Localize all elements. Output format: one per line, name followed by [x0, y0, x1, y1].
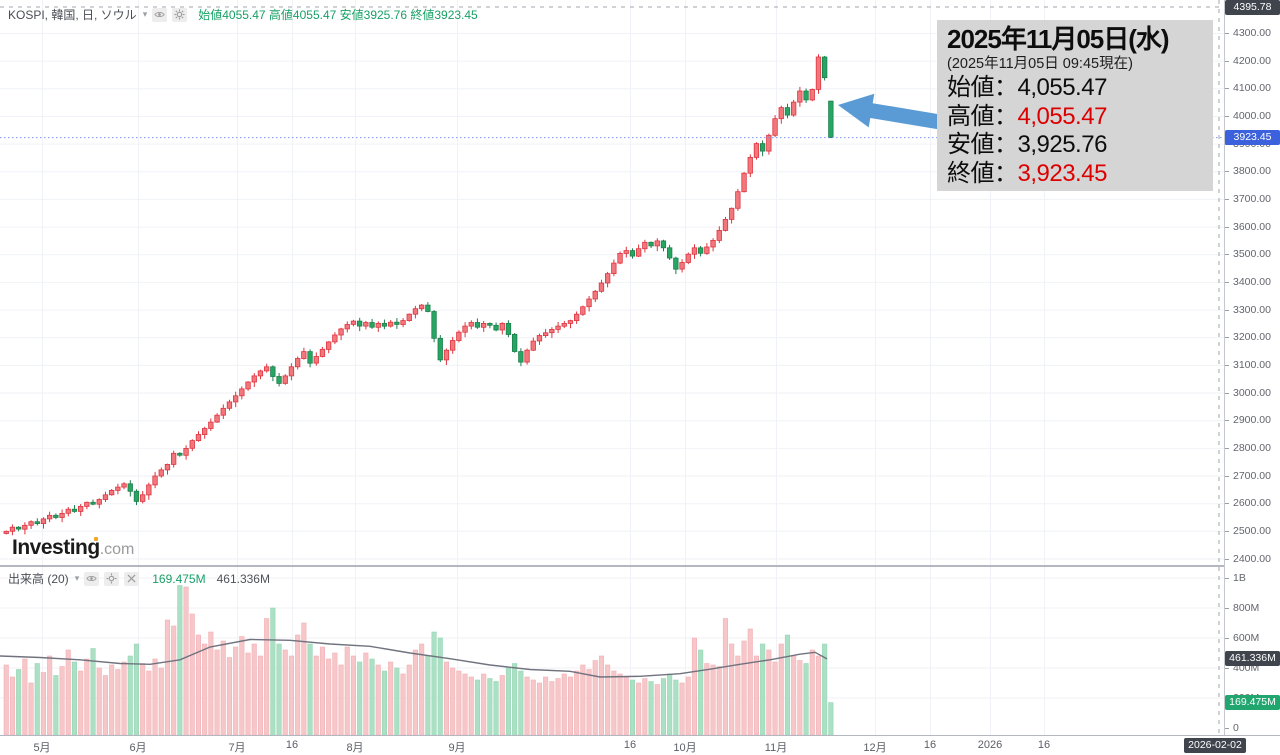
- time-axis-label: 6月: [129, 742, 147, 754]
- volume-legend: 出来高 (20) ▾ 169.475M 461.336M: [8, 570, 270, 587]
- eye-icon[interactable]: [152, 7, 168, 22]
- pane-divider[interactable]: [0, 565, 1280, 567]
- axis-tick-label: 3300.00: [1233, 303, 1271, 316]
- time-axis-label: 7月: [228, 742, 246, 754]
- annotation-ohlc-rows: 始値：4,055.47 高値：4,055.47 安値：3,925.76 終値：3,92…: [947, 74, 1203, 188]
- axis-tick-label: 0: [1233, 721, 1239, 734]
- axis-tick-label: 3700.00: [1233, 192, 1271, 205]
- time-axis-label: 11月: [764, 742, 788, 754]
- axis-tick: [1225, 171, 1229, 173]
- axis-tick: [1225, 530, 1229, 532]
- axis-tick: [1225, 33, 1229, 34]
- axis-tick: [1225, 364, 1229, 366]
- axis-tick-label: 3500.00: [1233, 248, 1271, 261]
- axis-tick: [1225, 226, 1229, 228]
- axis-tick-label: 4200.00: [1233, 54, 1271, 67]
- ohlc-values: 始値4055.47 高値4055.47 安値3925.76 終値3923.45: [198, 8, 478, 22]
- axis-tick-label: 4300.00: [1233, 27, 1271, 39]
- axis-tick: [1225, 667, 1229, 669]
- settings-icon[interactable]: [172, 7, 188, 22]
- investing-logo: Investing .com: [12, 536, 135, 559]
- investing-logo-text: Investing: [12, 536, 100, 559]
- axis-tick-label: 2700.00: [1233, 469, 1271, 482]
- time-axis-label: 10月: [673, 742, 697, 754]
- volume-ma-badge: 461.336M: [1225, 651, 1280, 667]
- chevron-down-icon[interactable]: ▾: [74, 573, 80, 583]
- time-axis-label: 16: [623, 739, 637, 751]
- axis-tick-label: 800M: [1233, 601, 1260, 614]
- price-axis[interactable]: 4395.78 3923.45 461.336M 169.475M 4300.0…: [1225, 0, 1280, 735]
- axis-tick-label: 600M: [1233, 631, 1260, 644]
- chart-plot-area[interactable]: [0, 0, 1224, 735]
- crosshair-date-badge: 2026-02-02: [1184, 738, 1246, 753]
- price-legend: KOSPI, 韓国, 日, ソウル ▾ 始値4055.47 高値4055.47 …: [8, 6, 478, 23]
- axis-tick: [1225, 88, 1229, 90]
- time-axis-label: 5月: [33, 742, 51, 754]
- axis-tick-label: 3200.00: [1233, 331, 1271, 344]
- axis-tick: [1225, 637, 1229, 639]
- axis-tick: [1225, 254, 1229, 256]
- axis-tick-label: 2800.00: [1233, 441, 1271, 454]
- volume-ma-value: 461.336M: [216, 571, 270, 586]
- axis-tick: [1225, 727, 1229, 729]
- time-axis[interactable]: 2026-02-02 5月 6月 7月 16 8月 9月 16 10月 11月 12月 16 2026…: [0, 736, 1280, 755]
- annotation-row: 安値：3,925.76: [947, 131, 1107, 158]
- time-axis-label: 2026: [977, 739, 1003, 751]
- close-icon[interactable]: [124, 571, 140, 586]
- volume-current-value: 169.475M: [152, 571, 206, 586]
- axis-tick: [1225, 60, 1229, 62]
- axis-tick: [1225, 475, 1229, 477]
- logo-orange-dot: [94, 537, 98, 541]
- axis-tick: [1225, 116, 1229, 117]
- axis-tick-label: 3600.00: [1233, 220, 1271, 233]
- axis-tick: [1225, 607, 1229, 609]
- axis-tick-label: 2900.00: [1233, 414, 1271, 427]
- symbol-title[interactable]: KOSPI, 韓国, 日, ソウル: [8, 8, 137, 22]
- axis-tick: [1225, 447, 1229, 449]
- volume-indicator-label[interactable]: 出来高 (20): [8, 572, 69, 586]
- time-axis-border: [0, 735, 1280, 736]
- annotation-row: 始値：4,055.47: [947, 74, 1107, 101]
- axis-tick-label: 2400.00: [1233, 552, 1271, 565]
- axis-tick: [1225, 558, 1229, 560]
- axis-tick-label: 3100.00: [1233, 358, 1271, 371]
- axis-tick-label: 1B: [1233, 571, 1246, 584]
- annotation-date-title: 2025年11月05日(水): [947, 24, 1170, 54]
- time-axis-label: 9月: [448, 742, 466, 754]
- crosshair-price-badge: 4395.78: [1225, 0, 1280, 15]
- time-axis-label: 8月: [346, 742, 364, 754]
- time-axis-label: 16: [1037, 739, 1051, 751]
- annotation-arrow: [838, 93, 942, 130]
- axis-tick: [1225, 198, 1229, 200]
- annotation-row: 終値：3,923.45: [947, 159, 1107, 187]
- eye-icon[interactable]: [84, 571, 100, 586]
- chevron-down-icon[interactable]: ▾: [142, 9, 148, 19]
- axis-tick-label: 2500.00: [1233, 524, 1271, 537]
- axis-tick-label: 4000.00: [1233, 110, 1271, 122]
- time-axis-label: 16: [923, 739, 937, 751]
- price-axis-border: [1224, 0, 1225, 735]
- annotation-row: 高値：4,055.47: [947, 102, 1107, 130]
- axis-tick: [1225, 392, 1229, 394]
- axis-tick: [1225, 281, 1229, 283]
- axis-tick: [1225, 577, 1229, 579]
- axis-tick-label: 3800.00: [1233, 165, 1271, 178]
- axis-tick: [1225, 503, 1229, 505]
- axis-tick-label: 2600.00: [1233, 497, 1271, 510]
- annotation-timestamp: (2025年11月05日 09:45現在): [947, 56, 1133, 72]
- last-price-badge: 3923.45: [1225, 130, 1280, 146]
- axis-tick-label: 3000.00: [1233, 386, 1271, 399]
- axis-tick: [1225, 309, 1229, 311]
- axis-tick-label: 4100.00: [1233, 82, 1271, 95]
- time-axis-label: 12月: [863, 742, 887, 754]
- axis-tick-label: 3400.00: [1233, 275, 1271, 288]
- axis-tick: [1225, 337, 1229, 339]
- axis-tick: [1225, 420, 1229, 422]
- time-axis-label: 16: [285, 739, 299, 751]
- settings-icon[interactable]: [104, 571, 120, 586]
- volume-current-badge: 169.475M: [1225, 695, 1280, 711]
- ohlc-annotation-box: 2025年11月05日(水) (2025年11月05日 09:45現在) 始値：…: [937, 20, 1213, 191]
